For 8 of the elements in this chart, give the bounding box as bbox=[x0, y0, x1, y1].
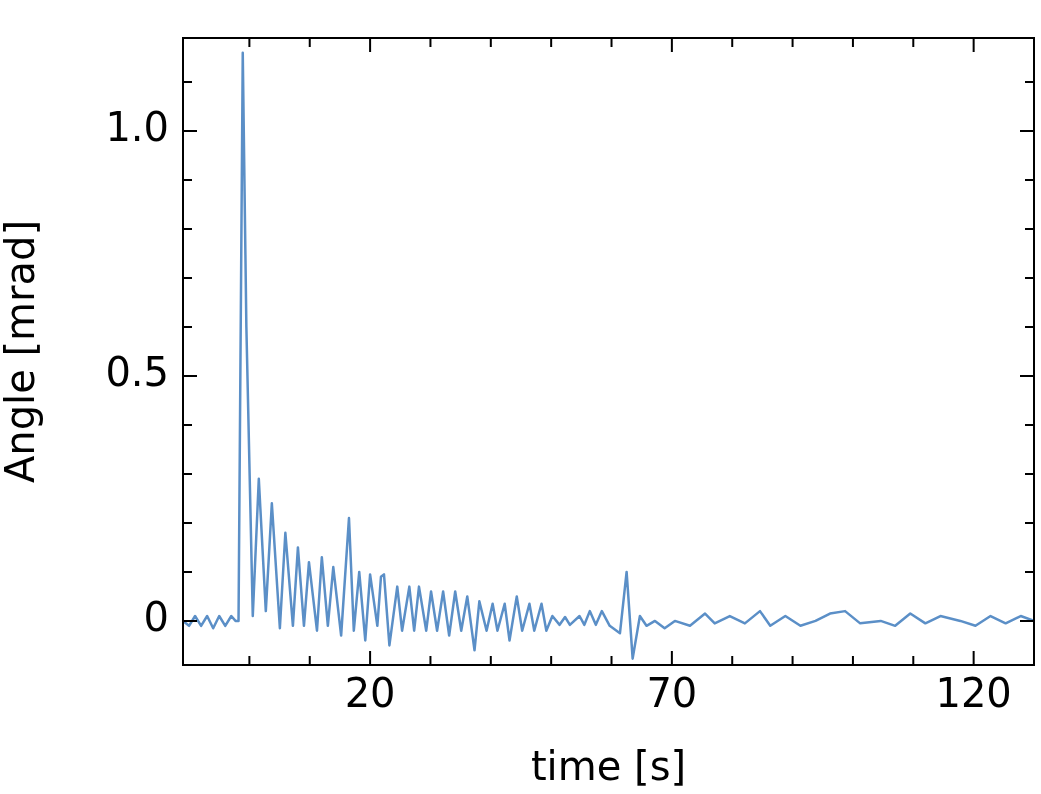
x-tick-label: 120 bbox=[935, 670, 1012, 717]
y-tick-label: 0.5 bbox=[105, 349, 169, 396]
y-tick-label: 1.0 bbox=[105, 104, 169, 151]
y-tick-label: 0 bbox=[143, 594, 169, 641]
x-tick-label: 70 bbox=[646, 670, 698, 717]
y-axis-title: Angle [mrad] bbox=[0, 219, 44, 484]
x-axis-title: time [s] bbox=[530, 743, 687, 790]
x-tick-label: 20 bbox=[344, 670, 396, 717]
